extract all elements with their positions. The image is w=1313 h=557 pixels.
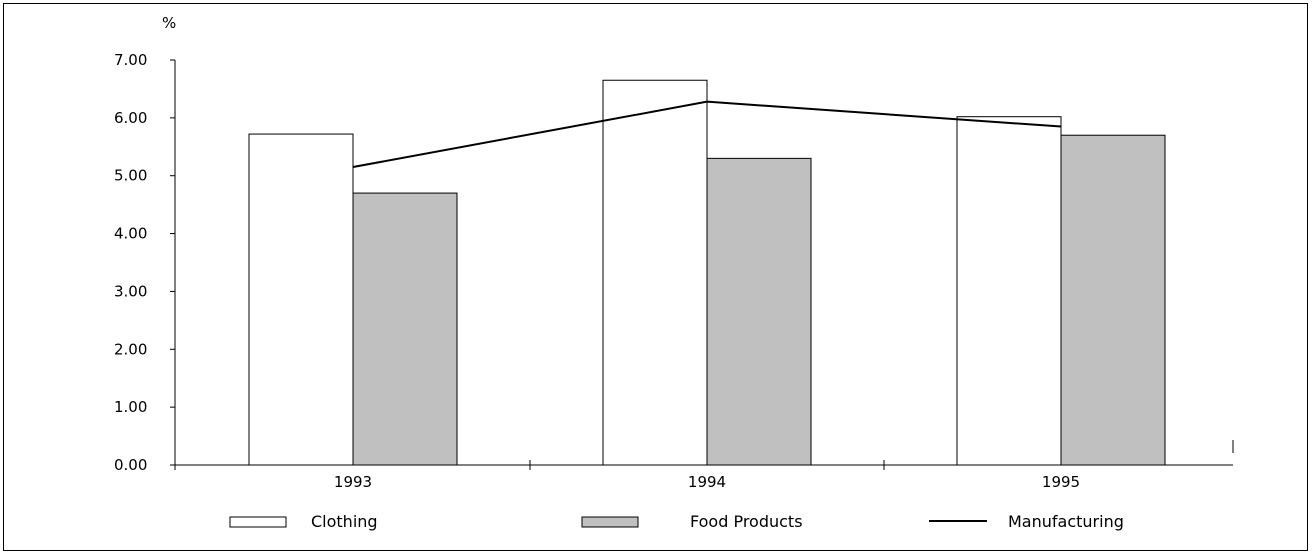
legend-label-clothing: Clothing xyxy=(311,512,378,531)
bar-food-products-1995 xyxy=(1060,134,1166,466)
legend-swatch-clothing xyxy=(229,516,287,528)
chart-svg: 0.00 1.00 2.00 3.00 4.00 5.00 6.00 7.00 1993 1994… xyxy=(114,14,1234,531)
chart-frame: 0.00 1.00 2.00 3.00 4.00 5.00 6.00 7.00 1993 1994… xyxy=(3,3,1308,551)
y-tick-label: 4.00 xyxy=(114,225,147,243)
bars xyxy=(248,79,1166,466)
bar-clothing-1995 xyxy=(956,116,1062,466)
y-tick-label: 2.00 xyxy=(114,340,147,358)
legend-label-food-products: Food Products xyxy=(690,512,803,531)
y-tick-label: 1.00 xyxy=(114,398,147,416)
x-tick-label: 1994 xyxy=(688,473,726,491)
legend: Clothing Food Products Manufacturing xyxy=(229,512,1124,531)
y-tick-label: 0.00 xyxy=(114,456,147,474)
y-tick-label: 6.00 xyxy=(114,109,147,127)
bar-clothing-1993 xyxy=(248,133,354,466)
y-axis-unit-label: % xyxy=(162,14,176,32)
line-manufacturing xyxy=(352,100,1062,169)
x-tick-label: 1995 xyxy=(1042,473,1080,491)
tick-labels: 0.00 1.00 2.00 3.00 4.00 5.00 6.00 7.00 1993 1994… xyxy=(114,51,1080,491)
bar-food-products-1994 xyxy=(706,157,812,466)
y-tick-label: 3.00 xyxy=(114,282,147,300)
line-series xyxy=(352,100,1062,169)
x-tick-label: 1993 xyxy=(334,473,372,491)
bar-food-products-1993 xyxy=(352,192,458,466)
legend-label-manufacturing: Manufacturing xyxy=(1008,512,1124,531)
y-tick-label: 5.00 xyxy=(114,167,147,185)
legend-swatch-food-products xyxy=(581,516,639,528)
y-tick-label: 7.00 xyxy=(114,51,147,69)
bar-clothing-1994 xyxy=(602,79,708,466)
